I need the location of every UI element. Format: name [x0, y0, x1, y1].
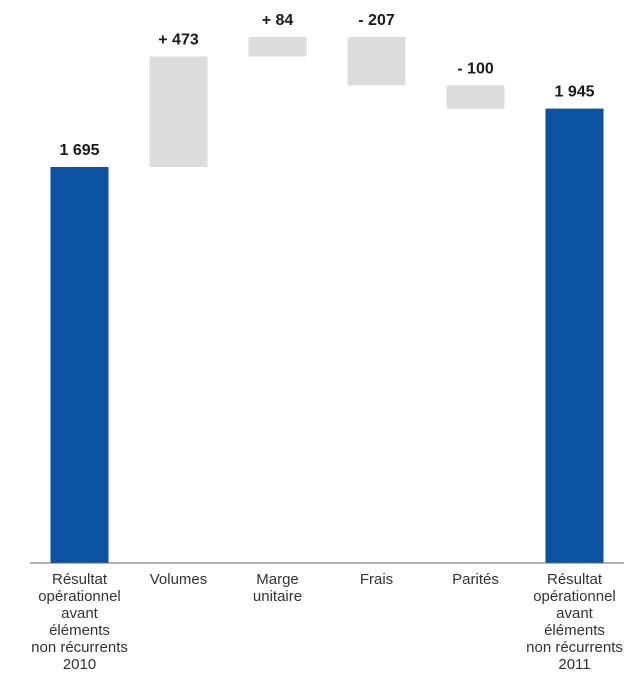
delta-bar [248, 36, 307, 57]
total-bar [50, 167, 109, 563]
value-labels-layer: 1 695 + 473 + 84 - 207 - 100 1 945 [59, 12, 594, 159]
category-label: Frais [360, 571, 393, 588]
value-label: + 473 [158, 32, 199, 49]
category-label: Parités [452, 571, 499, 588]
delta-bar [149, 56, 208, 167]
value-label: + 84 [262, 12, 294, 29]
value-label: 1 695 [59, 142, 99, 159]
category-label: Marge unitaire [253, 571, 302, 605]
category-label: Volumes [150, 571, 208, 588]
category-label: Résultat opérationnel avant éléments non réc… [31, 571, 128, 673]
category-label: Résultat opérationnel avant éléments non réc… [526, 571, 623, 673]
value-label: - 207 [358, 12, 395, 29]
bars-layer [50, 36, 604, 563]
total-bar [545, 108, 604, 563]
value-label: 1 945 [554, 84, 594, 101]
delta-bar [446, 85, 505, 109]
category-labels-layer: Résultat opérationnel avant éléments non réc… [31, 571, 623, 673]
delta-bar [347, 36, 406, 86]
value-label: - 100 [457, 60, 494, 77]
